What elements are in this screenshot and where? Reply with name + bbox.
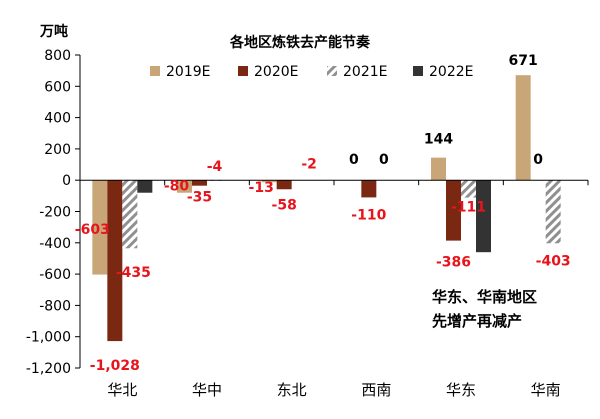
data-label-2020e: -1,028 [90,358,140,374]
legend: 2019E 2020E 2021E 2022E [150,64,473,80]
annotation-line: 先增产再减产 [432,312,522,330]
legend-swatch-2022e [413,66,423,76]
x-category-label: 华南 [531,381,561,399]
data-label-2020e: -58 [272,197,297,213]
y-tick-label: -400 [39,236,71,252]
x-category-label: 西南 [361,381,391,399]
legend-label-2021e: 2021E [343,64,387,80]
legend-swatch-2019e [150,66,160,76]
x-category-label: 华北 [107,381,137,399]
data-label-2019e: 144 [424,132,453,148]
data-label-2020e: -35 [187,190,212,206]
bar-2021e-4 [461,180,476,198]
bar-2022e-4 [476,180,491,253]
bar-2022e-0 [137,180,153,193]
bar-2020e-0 [107,180,123,342]
bar-2020e-4 [446,180,461,241]
bar-2019e-2 [261,180,277,183]
legend-label-2020e: 2020E [254,64,298,80]
y-tick-label: -1,000 [26,330,71,346]
legend-swatch-2020e [238,66,248,76]
data-label-2019e: -603 [75,222,110,238]
bar-2020e-1 [192,180,207,186]
bars-group [92,75,561,342]
data-label-2020e: 0 [533,152,543,168]
y-tick-label: -200 [39,205,71,221]
y-unit-label: 万吨 [39,23,68,40]
y-tick-label: 400 [44,111,71,127]
data-label-2019e: 671 [509,53,538,69]
y-tick-label: -1,200 [26,361,71,377]
bar-2019e-4 [431,157,446,181]
y-tick-label: 0 [62,173,71,189]
data-label-2021e: 0 [379,152,389,168]
legend-label-2019e: 2019E [166,64,210,80]
x-axis: 华北 华中 东北 西南 华东 华南 [79,180,589,399]
bar-2021e-0 [122,180,138,249]
data-label-2019e: 0 [349,152,359,168]
y-tick-label: -600 [39,267,71,283]
x-category-label: 东北 [277,381,307,399]
y-axis: 800 600 400 200 0 -200 -400 -600 -800 -1,000 -1,20… [26,48,81,377]
bar-2019e-5 [515,75,531,181]
data-label-2020e: -386 [436,255,471,271]
y-tick-label: 600 [44,79,71,95]
chart-title: 各地区炼铁去产能节奏 [229,34,371,51]
data-label-2021e: -403 [536,253,571,269]
annotation-line: 华东、华南地区 [432,288,537,306]
y-tick-label: 200 [44,142,71,158]
data-label-2019e: -80 [164,179,190,195]
bar-2021e-5 [545,180,561,244]
data-label-2021e: -4 [207,159,223,175]
bar-2020e-3 [361,180,377,198]
x-category-label: 华中 [192,381,222,399]
legend-swatch-2021e [327,66,337,76]
data-label-2019e: -13 [249,180,274,196]
legend-label-2022e: 2022E [429,64,473,80]
y-tick-label: -800 [39,298,71,314]
bar-2019e-0 [92,180,108,275]
data-label-2020e: -110 [351,207,386,223]
x-category-label: 华东 [446,381,476,399]
y-tick-label: 800 [44,48,71,64]
data-label-2021e: -111 [451,200,486,216]
bar-2020e-2 [276,180,292,190]
data-labels-group: -603 -1,028 -435 -80-35 -4 -13-58 -2 0 -110 0 144 -… [75,53,571,374]
data-label-2021e: -2 [301,157,317,173]
data-label-2021e: -435 [116,265,151,281]
bar-2019e-1 [177,180,192,193]
